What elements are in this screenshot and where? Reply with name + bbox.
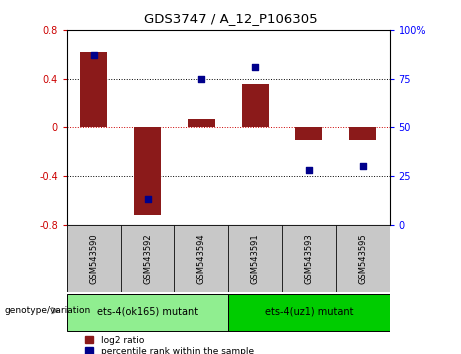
- Text: GSM543595: GSM543595: [358, 233, 367, 284]
- Text: genotype/variation: genotype/variation: [5, 306, 91, 315]
- FancyBboxPatch shape: [67, 294, 228, 331]
- Text: GSM543592: GSM543592: [143, 233, 152, 284]
- FancyBboxPatch shape: [67, 225, 390, 292]
- FancyBboxPatch shape: [336, 225, 390, 292]
- Point: [144, 197, 151, 202]
- Point: [359, 164, 366, 169]
- Text: ets-4(uz1) mutant: ets-4(uz1) mutant: [265, 307, 353, 316]
- Text: GSM543593: GSM543593: [304, 233, 313, 284]
- FancyBboxPatch shape: [174, 225, 228, 292]
- Text: GSM543591: GSM543591: [251, 233, 260, 284]
- FancyBboxPatch shape: [228, 225, 282, 292]
- Text: GSM543590: GSM543590: [89, 233, 98, 284]
- Bar: [296, 127, 322, 139]
- FancyBboxPatch shape: [282, 225, 336, 292]
- Bar: [242, 84, 268, 127]
- Point: [198, 76, 205, 81]
- Bar: [134, 127, 161, 215]
- Point: [90, 52, 97, 58]
- FancyBboxPatch shape: [67, 225, 121, 292]
- Text: ets-4(ok165) mutant: ets-4(ok165) mutant: [97, 307, 198, 316]
- Point: [305, 167, 313, 173]
- Bar: [80, 52, 107, 127]
- Point: [251, 64, 259, 70]
- Text: GDS3747 / A_12_P106305: GDS3747 / A_12_P106305: [144, 12, 317, 25]
- Bar: [188, 119, 215, 127]
- FancyBboxPatch shape: [121, 225, 174, 292]
- Legend: log2 ratio, percentile rank within the sample: log2 ratio, percentile rank within the s…: [85, 336, 254, 354]
- Text: GSM543594: GSM543594: [197, 233, 206, 284]
- Bar: [349, 127, 376, 139]
- FancyBboxPatch shape: [228, 294, 390, 331]
